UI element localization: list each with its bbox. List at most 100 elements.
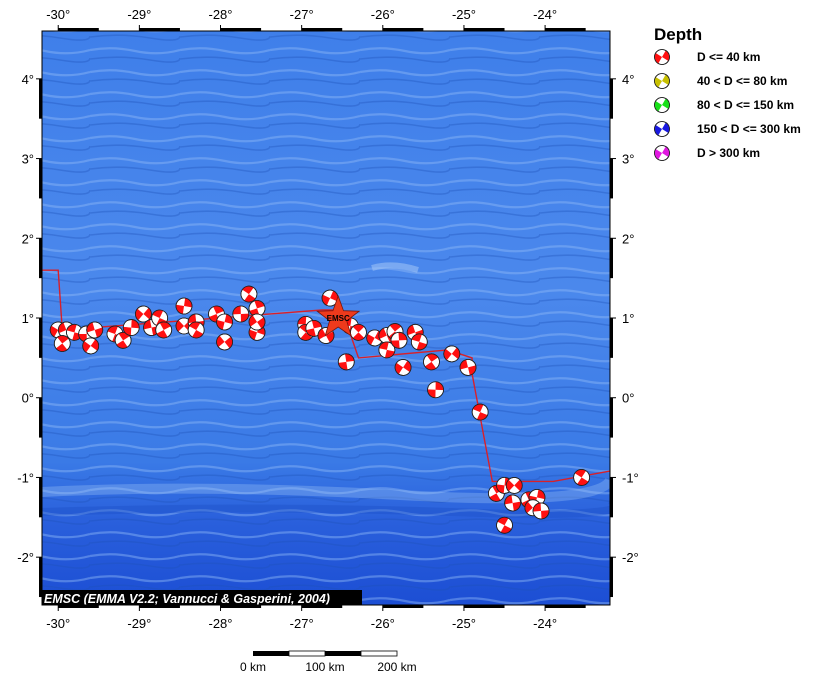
top-tick-label: -30° bbox=[46, 7, 70, 22]
frame-segment bbox=[301, 28, 343, 31]
left-tick-label: 4° bbox=[22, 72, 34, 87]
scale-label-0: 0 km bbox=[240, 660, 266, 674]
scale-segment-1 bbox=[253, 651, 289, 656]
frame-segment bbox=[463, 28, 505, 31]
frame-segment bbox=[610, 397, 613, 438]
top-tick-label: -28° bbox=[209, 7, 233, 22]
top-longitude-ticks: -30° -29° -28° -27° -26° -25° -24° bbox=[46, 7, 557, 31]
frame-segment bbox=[39, 397, 42, 438]
frame-segment bbox=[39, 78, 42, 119]
epicenter-label: EMSC bbox=[327, 314, 350, 323]
bathymetry-map[interactable]: EMSC EMSC (EMMA V2.2; Vannucci & Gasperi… bbox=[40, 31, 617, 607]
focal-mechanism[interactable] bbox=[185, 319, 207, 341]
scale-bar: 0 km 100 km 200 km bbox=[240, 650, 417, 674]
focal-mechanism[interactable] bbox=[470, 402, 491, 423]
focal-mechanism[interactable] bbox=[232, 305, 250, 323]
right-tick-label: 4° bbox=[622, 72, 634, 87]
focal-mechanism[interactable] bbox=[175, 297, 193, 315]
scale-segment-4 bbox=[360, 650, 398, 657]
frame-segment bbox=[39, 318, 42, 358]
epicenter-star[interactable] bbox=[316, 294, 361, 337]
fracture-zone-dark bbox=[42, 500, 610, 518]
focal-mechanism[interactable] bbox=[247, 298, 267, 318]
seamount-highlight bbox=[371, 262, 419, 273]
bottom-tick-label: -27° bbox=[290, 616, 314, 631]
credit-text: EMSC (EMMA V2.2; Vannucci & Gasperini, 2… bbox=[44, 592, 330, 606]
fracture-zone-light bbox=[42, 477, 610, 504]
bottom-tick-label: -28° bbox=[209, 616, 233, 631]
focal-mechanism[interactable] bbox=[571, 466, 593, 488]
frame-segment bbox=[139, 605, 180, 608]
bottom-tick-label: -26° bbox=[371, 616, 395, 631]
scale-segment-2 bbox=[288, 650, 326, 657]
epicenter-marker[interactable]: EMSC bbox=[316, 294, 361, 337]
focal-mechanism[interactable] bbox=[390, 331, 408, 349]
bottom-tick-label: -30° bbox=[46, 616, 70, 631]
scale-segment-3 bbox=[325, 651, 361, 656]
legend-item-label: 40 < D <= 80 km bbox=[697, 74, 787, 88]
frame-segment bbox=[382, 28, 424, 31]
left-tick-label: 3° bbox=[22, 152, 34, 167]
focal-mechanism[interactable] bbox=[503, 494, 522, 513]
focal-mechanism[interactable] bbox=[494, 515, 516, 537]
focal-mechanism[interactable] bbox=[420, 351, 442, 373]
focal-mechanism[interactable] bbox=[409, 332, 429, 352]
focal-mechanism[interactable] bbox=[304, 319, 323, 338]
focal-mechanism[interactable] bbox=[441, 343, 463, 365]
focal-mechanism[interactable] bbox=[215, 312, 234, 331]
depth-legend: Depth D <= 40 km 40 < D <= 80 km 80 < D <=… bbox=[652, 25, 801, 163]
bottom-tick-label: -29° bbox=[127, 616, 151, 631]
left-tick-label: -2° bbox=[17, 550, 34, 565]
top-tick-label: -26° bbox=[371, 7, 395, 22]
focal-mechanism[interactable] bbox=[238, 283, 260, 305]
frame-segment bbox=[39, 238, 42, 279]
scale-label-200: 200 km bbox=[377, 660, 416, 674]
focal-mechanisms-layer bbox=[49, 283, 593, 537]
focal-mechanism[interactable] bbox=[458, 358, 478, 378]
focal-mechanism[interactable] bbox=[427, 381, 444, 399]
frame-segment bbox=[545, 605, 586, 608]
focal-mechanism[interactable] bbox=[347, 321, 370, 344]
right-tick-label: 0° bbox=[622, 391, 634, 406]
frame-segment bbox=[39, 477, 42, 518]
legend-beachball-icon[interactable] bbox=[652, 119, 672, 139]
focal-mechanism[interactable] bbox=[246, 311, 268, 333]
focal-mechanism[interactable] bbox=[392, 356, 414, 378]
legend-beachball-icon[interactable] bbox=[652, 71, 672, 91]
frame-segment bbox=[610, 78, 613, 119]
left-tick-label: 0° bbox=[22, 391, 34, 406]
legend-beachball-icon[interactable] bbox=[652, 95, 672, 115]
bottom-longitude-ticks: -30° -29° -28° -27° -26° -25° -24° bbox=[46, 605, 557, 631]
focal-mechanism[interactable] bbox=[132, 303, 155, 326]
focal-mechanism[interactable] bbox=[503, 474, 526, 497]
focal-mechanism[interactable] bbox=[85, 320, 105, 340]
frame-segment bbox=[610, 318, 613, 358]
frame-segment bbox=[382, 605, 424, 608]
legend-title: Depth bbox=[654, 25, 702, 44]
focal-mechanism[interactable] bbox=[80, 335, 102, 357]
focal-mechanism[interactable] bbox=[51, 332, 74, 355]
focal-mechanism[interactable] bbox=[337, 353, 355, 371]
frame-segment bbox=[220, 605, 262, 608]
top-tick-label: -27° bbox=[290, 7, 314, 22]
right-tick-label: -1° bbox=[622, 470, 639, 485]
legend-beachball-icon[interactable] bbox=[652, 143, 672, 163]
bottom-tick-label: -24° bbox=[533, 616, 557, 631]
focal-mechanism[interactable] bbox=[153, 319, 175, 341]
frame-segment bbox=[610, 477, 613, 518]
frame-segment bbox=[39, 557, 42, 598]
focal-mechanism[interactable] bbox=[532, 502, 550, 520]
frame-segment bbox=[58, 28, 99, 31]
frame-segment bbox=[610, 238, 613, 279]
legend-beachball-icon[interactable] bbox=[652, 47, 672, 67]
focal-mechanism[interactable] bbox=[122, 319, 140, 336]
right-tick-label: 3° bbox=[622, 152, 634, 167]
frame-segment bbox=[58, 605, 99, 608]
right-tick-label: -2° bbox=[622, 550, 639, 565]
scale-label-100: 100 km bbox=[305, 660, 344, 674]
focal-mechanism[interactable] bbox=[377, 340, 396, 359]
focal-mechanism[interactable] bbox=[320, 288, 341, 309]
right-tick-label: 2° bbox=[622, 231, 634, 246]
focal-mechanism[interactable] bbox=[213, 331, 236, 354]
